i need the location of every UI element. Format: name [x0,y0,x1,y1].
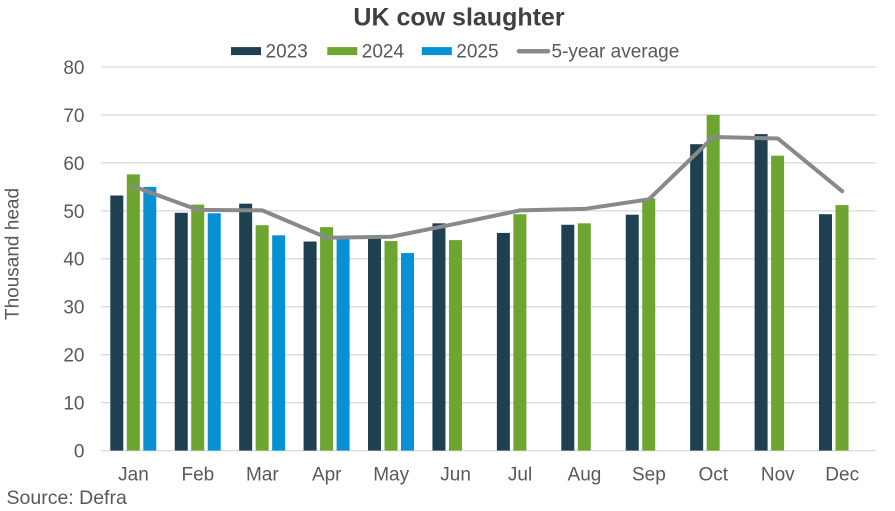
svg-text:Mar: Mar [246,465,279,486]
svg-text:20: 20 [63,346,84,367]
svg-text:10: 10 [63,394,84,415]
svg-text:Thousand head: Thousand head [3,188,24,320]
svg-text:2024: 2024 [362,41,405,62]
svg-text:40: 40 [63,250,84,271]
svg-text:30: 30 [63,298,84,319]
svg-text:Apr: Apr [312,465,342,486]
svg-text:Jun: Jun [440,465,471,486]
svg-text:UK cow slaughter: UK cow slaughter [353,4,564,32]
svg-text:Oct: Oct [699,465,729,486]
svg-text:Jul: Jul [508,465,532,486]
svg-text:70: 70 [63,106,84,127]
svg-text:80: 80 [63,58,84,79]
svg-text:Sep: Sep [632,465,666,486]
svg-text:Jan: Jan [118,465,149,486]
svg-text:5-year average: 5-year average [552,41,680,62]
svg-text:Nov: Nov [761,465,795,486]
svg-text:60: 60 [63,154,84,175]
svg-text:0: 0 [74,442,85,463]
svg-text:2023: 2023 [266,41,308,62]
svg-text:2025: 2025 [456,41,498,62]
svg-text:Dec: Dec [825,465,859,486]
svg-text:Feb: Feb [182,465,215,486]
svg-text:Aug: Aug [568,465,602,486]
svg-text:50: 50 [63,202,84,223]
svg-text:May: May [373,465,409,486]
svg-text:Source: Defra: Source: Defra [7,487,127,509]
